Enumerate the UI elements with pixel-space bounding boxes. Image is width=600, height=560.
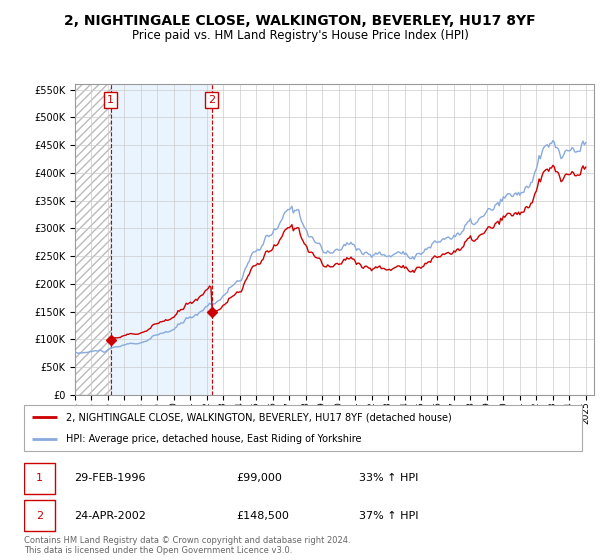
Text: 37% ↑ HPI: 37% ↑ HPI xyxy=(359,511,418,521)
Text: Contains HM Land Registry data © Crown copyright and database right 2024.: Contains HM Land Registry data © Crown c… xyxy=(24,536,350,545)
FancyBboxPatch shape xyxy=(24,500,55,531)
FancyBboxPatch shape xyxy=(24,463,55,494)
Text: HPI: Average price, detached house, East Riding of Yorkshire: HPI: Average price, detached house, East… xyxy=(66,435,361,444)
Text: 2, NIGHTINGALE CLOSE, WALKINGTON, BEVERLEY, HU17 8YF: 2, NIGHTINGALE CLOSE, WALKINGTON, BEVERL… xyxy=(64,14,536,28)
Bar xyxy=(75,84,110,395)
Text: 2: 2 xyxy=(36,511,43,521)
Text: 33% ↑ HPI: 33% ↑ HPI xyxy=(359,473,418,483)
Text: Price paid vs. HM Land Registry's House Price Index (HPI): Price paid vs. HM Land Registry's House … xyxy=(131,29,469,42)
Bar xyxy=(110,84,212,395)
FancyBboxPatch shape xyxy=(24,405,582,451)
Text: 1: 1 xyxy=(36,473,43,483)
Text: £148,500: £148,500 xyxy=(236,511,289,521)
Text: 1: 1 xyxy=(107,95,114,105)
Text: 2: 2 xyxy=(208,95,215,105)
Text: 24-APR-2002: 24-APR-2002 xyxy=(74,511,146,521)
Text: 2, NIGHTINGALE CLOSE, WALKINGTON, BEVERLEY, HU17 8YF (detached house): 2, NIGHTINGALE CLOSE, WALKINGTON, BEVERL… xyxy=(66,412,452,422)
Text: This data is licensed under the Open Government Licence v3.0.: This data is licensed under the Open Gov… xyxy=(24,545,292,555)
Text: £99,000: £99,000 xyxy=(236,473,282,483)
Text: 29-FEB-1996: 29-FEB-1996 xyxy=(74,473,146,483)
